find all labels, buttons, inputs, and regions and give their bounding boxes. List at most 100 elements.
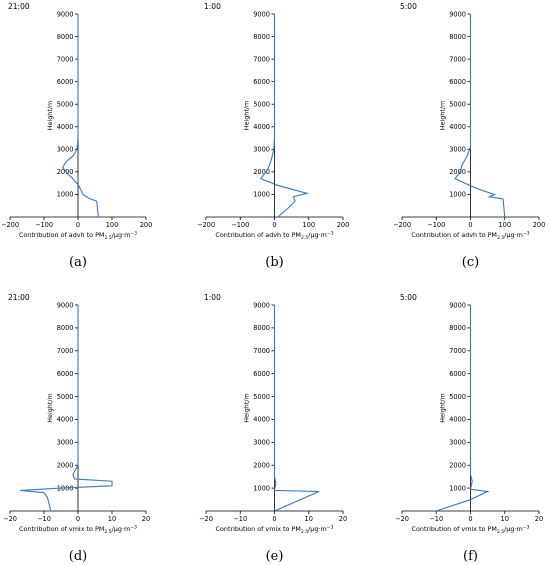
panel-time-title: 1:00 xyxy=(204,293,221,302)
y-tick-label: 8000 xyxy=(57,33,74,41)
panel-time-title: 1:00 xyxy=(204,2,221,11)
y-tick-label: 2000 xyxy=(449,462,466,470)
chart-panel-3: −200 −100 0 100 200 1000 2000 3000 4000 5000 6000 7… xyxy=(393,2,545,270)
panel-letter-label: (b) xyxy=(265,255,283,270)
y-tick-label: 8000 xyxy=(253,324,270,332)
y-tick-label: 4000 xyxy=(57,123,74,131)
x-axis-label: Contribution of vmix to PM2.5/μg·m−3 xyxy=(412,525,530,535)
y-axis-label: Height/m xyxy=(46,101,54,131)
chart-panel-4: −20 −10 0 10 2010002000300040005000600070008… xyxy=(3,293,150,564)
y-tick-label: 1000 xyxy=(449,484,466,492)
y-tick-label: 8000 xyxy=(253,33,270,41)
y-tick-label: 9000 xyxy=(253,301,270,309)
x-tick-label: 0 xyxy=(272,515,276,523)
x-tick-label: 0 xyxy=(76,515,80,523)
y-tick-label: 9000 xyxy=(253,10,270,18)
y-tick-label: 5000 xyxy=(449,393,466,401)
series-line-1 xyxy=(454,14,506,218)
y-tick-label: 4000 xyxy=(449,416,466,424)
y-axis-label: Height/m xyxy=(439,393,447,423)
y-tick-label: 5000 xyxy=(253,101,270,109)
x-tick-label: 10 xyxy=(501,515,509,523)
y-tick-label: 8000 xyxy=(449,33,466,41)
x-tick-label: −200 xyxy=(1,221,19,229)
y-tick-label: 2000 xyxy=(57,168,74,176)
y-tick-label: 1000 xyxy=(57,191,74,199)
x-tick-label: 0 xyxy=(468,515,472,523)
x-tick-label: 200 xyxy=(337,221,350,229)
panel-letter-label: (c) xyxy=(462,255,479,270)
x-tick-label: 0 xyxy=(272,221,276,229)
y-tick-label: 4000 xyxy=(57,416,74,424)
y-tick-label: 2000 xyxy=(253,168,270,176)
y-tick-label: 9000 xyxy=(57,301,74,309)
chart-panel-1: −200 −100 0 100 200 1000 2000 3000 4000 5000 6000 7… xyxy=(1,2,152,270)
panel-time-title: 21:00 xyxy=(8,293,30,302)
series-line-1 xyxy=(259,14,310,218)
y-tick-label: 2000 xyxy=(57,462,74,470)
x-tick-label: −20 xyxy=(199,515,213,523)
y-tick-label: 9000 xyxy=(449,301,466,309)
panel-time-title: 5:00 xyxy=(400,293,417,302)
x-tick-label: −100 xyxy=(427,221,445,229)
series-line-1 xyxy=(436,305,490,512)
y-tick-label: 7000 xyxy=(449,347,466,355)
y-tick-label: 7000 xyxy=(57,347,74,355)
y-tick-label: 3000 xyxy=(253,146,270,154)
x-tick-label: 20 xyxy=(142,515,150,523)
y-tick-label: 9000 xyxy=(449,10,466,18)
y-tick-label: 4000 xyxy=(253,123,270,131)
x-tick-label: −200 xyxy=(197,221,215,229)
panel-time-title: 21:00 xyxy=(8,2,30,11)
x-tick-label: 20 xyxy=(535,515,543,523)
y-tick-label: 6000 xyxy=(57,370,74,378)
x-axis-label: Contribution of advh to PM2.5/μg·m−3 xyxy=(215,231,333,241)
y-tick-label: 5000 xyxy=(57,393,74,401)
series-line-1 xyxy=(62,14,99,218)
y-tick-label: 1000 xyxy=(253,191,270,199)
y-tick-label: 5000 xyxy=(253,393,270,401)
series-line-1 xyxy=(20,305,113,512)
y-tick-label: 7000 xyxy=(449,55,466,63)
x-tick-label: −10 xyxy=(429,515,443,523)
x-tick-label: −100 xyxy=(231,221,249,229)
x-tick-label: 10 xyxy=(108,515,116,523)
y-tick-label: 5000 xyxy=(57,101,74,109)
x-axis-label: Contribution of vmix to PM2.5/μg·m−3 xyxy=(216,525,334,535)
x-tick-label: −20 xyxy=(395,515,409,523)
y-tick-label: 6000 xyxy=(253,78,270,86)
x-tick-label: 0 xyxy=(468,221,472,229)
panel-letter-label: (f) xyxy=(463,549,478,564)
panel-time-title: 5:00 xyxy=(400,2,417,11)
chart-panel-6: −20 −10 0 10 20 1000 2000 3000 4000 5000 6000 7000 8… xyxy=(395,293,543,564)
y-tick-label: 8000 xyxy=(57,324,74,332)
x-axis-label: Contribution of vmix to PM2.5/μg·m−3 xyxy=(19,525,137,535)
y-axis-label: Height/m xyxy=(46,393,54,423)
y-tick-label: 3000 xyxy=(449,146,466,154)
y-tick-label: 3000 xyxy=(253,439,270,447)
x-tick-label: −20 xyxy=(3,515,17,523)
y-axis-label: Height/m xyxy=(439,101,447,131)
y-tick-label: 1000 xyxy=(449,191,466,199)
x-tick-label: 200 xyxy=(533,221,546,229)
x-tick-label: −10 xyxy=(233,515,247,523)
x-tick-label: 100 xyxy=(302,221,315,229)
y-tick-label: 3000 xyxy=(57,146,74,154)
chart-panel-5: −20 −10 0 10 20 1000 2000 3000 4000 5000 6000 7000 8… xyxy=(199,293,347,564)
x-tick-label: −200 xyxy=(393,221,411,229)
y-tick-label: 4000 xyxy=(449,123,466,131)
y-tick-label: 4000 xyxy=(253,416,270,424)
y-tick-label: 2000 xyxy=(449,168,466,176)
x-tick-label: 20 xyxy=(339,515,347,523)
series-line-1 xyxy=(273,305,320,512)
chart-panel-2: −200 −100 0 100 200 1000 2000 3000 4000 5000 6000 7… xyxy=(197,2,349,270)
x-axis-label: Contribution of advh to PM2.5/μg·m−3 xyxy=(19,231,137,241)
y-tick-label: 6000 xyxy=(57,78,74,86)
y-tick-label: 7000 xyxy=(253,347,270,355)
y-tick-label: 8000 xyxy=(449,324,466,332)
x-tick-label: 200 xyxy=(140,221,153,229)
x-axis-label: Contribution of advh to PM2.5/μg·m−3 xyxy=(411,231,529,241)
y-tick-label: 7000 xyxy=(253,55,270,63)
y-tick-label: 6000 xyxy=(253,370,270,378)
